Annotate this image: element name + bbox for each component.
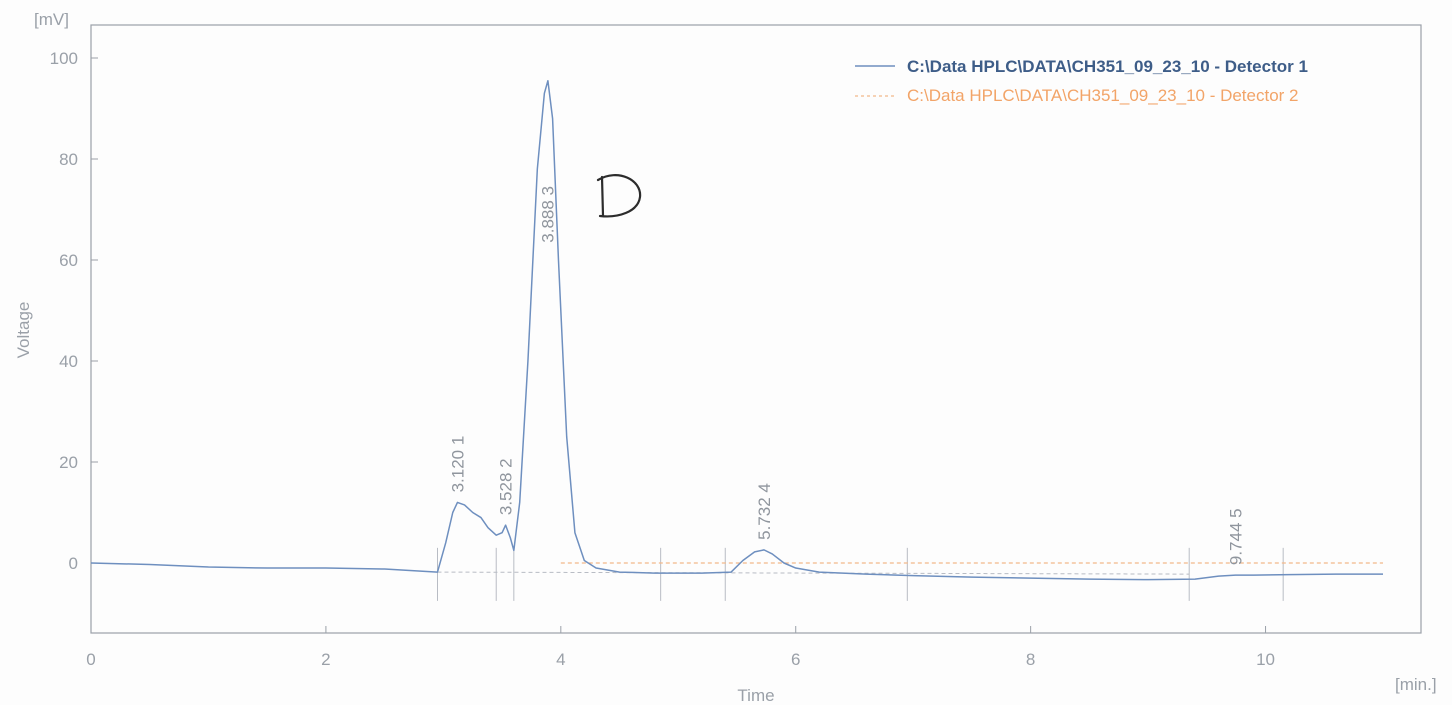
- integration-baseline: [437, 571, 1190, 575]
- x-tick-label: 2: [321, 650, 330, 669]
- y-tick-label: 60: [59, 251, 78, 270]
- peak-labels: 3.120 1 3.528 2 3.888 3 5.732 4 9.744 5: [448, 186, 1245, 565]
- handwritten-annotation: [596, 174, 642, 218]
- y-tick-label: 40: [59, 352, 78, 371]
- peak-label-3: 3.888 3: [539, 186, 558, 243]
- x-tick-label: 4: [556, 650, 565, 669]
- y-tick-label: 80: [59, 150, 78, 169]
- peak-label-4: 5.732 4: [755, 483, 774, 540]
- y-axis-ticks: 0 20 40 60 80 100: [50, 49, 98, 573]
- y-tick-label: 20: [59, 453, 78, 472]
- y-tick-label: 0: [69, 554, 78, 573]
- x-tick-label: 10: [1256, 650, 1275, 669]
- y-tick-label: 100: [50, 49, 78, 68]
- peak-label-1: 3.120 1: [448, 436, 467, 493]
- baseline-group: [436, 547, 1284, 601]
- series-group: [90, 79, 1383, 581]
- x-tick-label: 0: [86, 650, 95, 669]
- x-axis-ticks: 0 2 4 6 8 10: [86, 626, 1275, 669]
- handwritten-d-mark: [596, 174, 642, 218]
- y-unit-label: [mV]: [34, 10, 69, 29]
- peak-label-5: 9.744 5: [1226, 508, 1245, 565]
- series-line-detector-1: [90, 79, 1383, 581]
- plot-frame: [90, 24, 1422, 634]
- peak-label-2: 3.528 2: [496, 458, 515, 515]
- y-axis-title: Voltage: [14, 302, 33, 359]
- x-unit-label: [min.]: [1395, 675, 1437, 694]
- legend: C:\Data HPLC\DATA\CH351_09_23_10 - Detec…: [855, 57, 1308, 105]
- x-tick-label: 8: [1026, 650, 1035, 669]
- legend-label-detector-2: C:\Data HPLC\DATA\CH351_09_23_10 - Detec…: [907, 86, 1299, 105]
- x-tick-label: 6: [791, 650, 800, 669]
- legend-label-detector-1: C:\Data HPLC\DATA\CH351_09_23_10 - Detec…: [907, 57, 1308, 76]
- x-axis-title: Time: [737, 686, 774, 705]
